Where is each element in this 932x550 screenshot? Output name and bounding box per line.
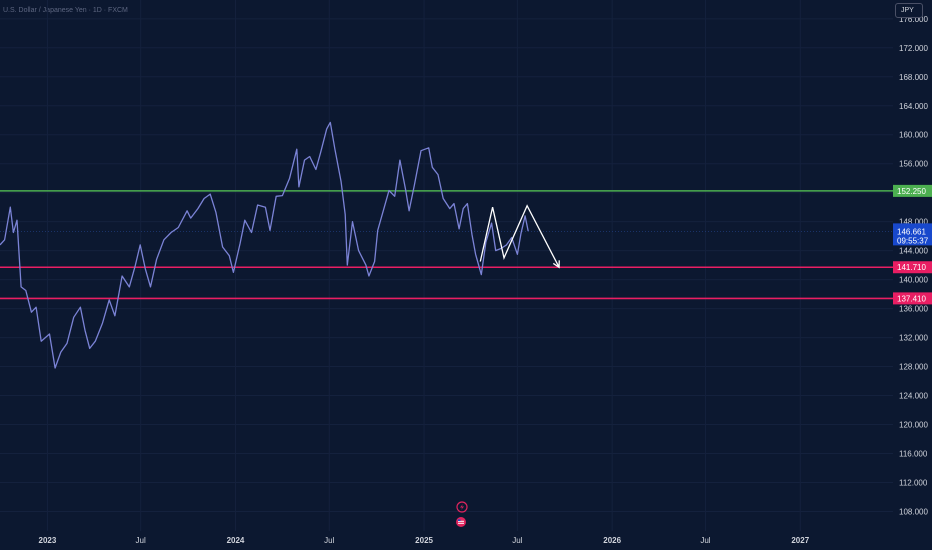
time-tick-label: 2025 <box>415 536 433 545</box>
currency-button-label: JPY <box>901 7 914 14</box>
red-level-upper-label-box <box>893 261 932 274</box>
time-tick-label: 2023 <box>39 536 57 545</box>
price-line <box>0 121 529 369</box>
grid <box>0 0 893 531</box>
support-resistance-levels <box>0 190 893 300</box>
currency-button[interactable]: JPY <box>895 3 923 18</box>
price-tick-label: 120.000 <box>899 421 928 430</box>
projection-drawing <box>479 204 560 269</box>
red-level-lower-label-text: 137.410 <box>897 294 926 303</box>
us-flag-event-icon[interactable] <box>456 517 466 527</box>
event-icons[interactable] <box>456 501 468 527</box>
time-tick-label: Jul <box>700 536 710 545</box>
price-tick-label: 168.000 <box>899 73 928 82</box>
projection-path <box>479 204 560 268</box>
price-tick-label: 124.000 <box>899 392 928 401</box>
price-tick-label: 172.000 <box>899 44 928 53</box>
current-price-label-box <box>893 223 932 246</box>
price-tick-label: 132.000 <box>899 334 928 343</box>
price-tick-label: 160.000 <box>899 131 928 140</box>
current-price-label-text: 146.661 <box>897 227 926 236</box>
price-tick-label: 144.000 <box>899 247 928 256</box>
price-tick-label: 156.000 <box>899 160 928 169</box>
time-tick-label: Jul <box>512 536 522 545</box>
price-tick-label: 108.000 <box>899 507 928 516</box>
time-tick-label: 2024 <box>227 536 245 545</box>
projection-arrowhead <box>552 260 560 269</box>
price-series <box>0 121 529 369</box>
price-tick-label: 112.000 <box>899 478 928 487</box>
price-tick-label: 148.000 <box>899 218 928 227</box>
price-tick-label: 176.000 <box>899 15 928 24</box>
price-tick-label: 140.000 <box>899 276 928 285</box>
green-level-label-box <box>893 184 932 197</box>
time-tick-label: Jul <box>324 536 334 545</box>
lightning-event-icon[interactable] <box>456 501 468 513</box>
symbol-header: U.S. Dollar / Japanese Yen · 1D · FXCM <box>3 7 128 14</box>
price-tick-label: 116.000 <box>899 449 928 458</box>
time-tick-label: Jul <box>136 536 146 545</box>
time-tick-label: 2026 <box>603 536 621 545</box>
price-tick-label: 128.000 <box>899 363 928 372</box>
price-tick-label: 136.000 <box>899 305 928 314</box>
time-tick-label: 2027 <box>791 536 809 545</box>
price-tick-label: 164.000 <box>899 102 928 111</box>
time-axis[interactable]: 2023 Jul 2024 Jul 2025 Jul 2026 Jul 2027 <box>39 536 810 545</box>
red-level-lower-label-box <box>893 292 932 305</box>
green-level-label-text: 152.250 <box>897 187 926 196</box>
countdown-label-text: 09:55:37 <box>897 236 929 245</box>
red-level-upper-label-text: 141.710 <box>897 263 926 272</box>
